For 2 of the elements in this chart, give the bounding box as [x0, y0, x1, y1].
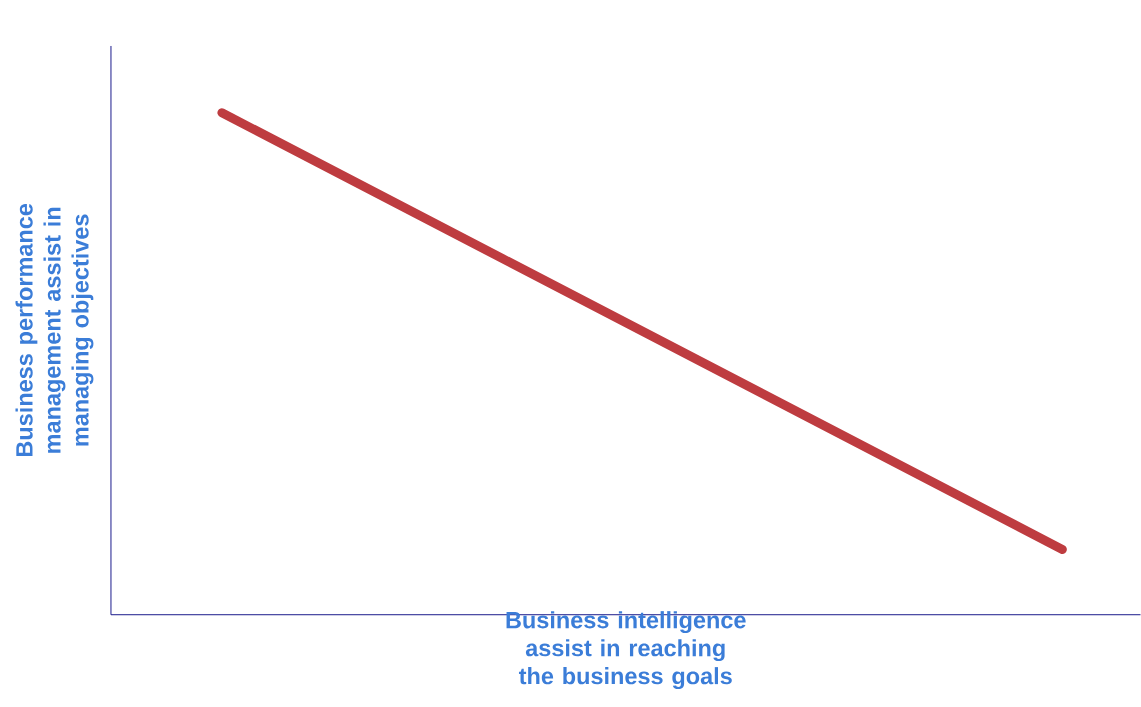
x-axis-title: Business intelligence assist in reaching the business goals — [506, 611, 746, 690]
y-axis-title: Business performance management assist in managing objectives — [15, 204, 94, 457]
